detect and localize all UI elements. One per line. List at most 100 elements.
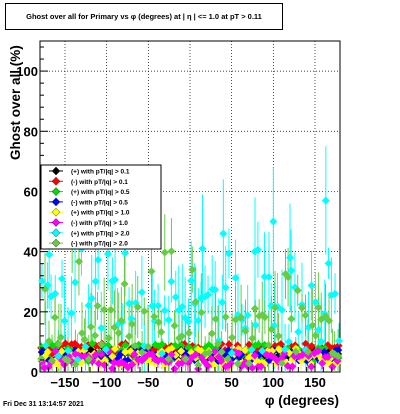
data-point — [205, 348, 214, 357]
data-point — [188, 265, 197, 274]
data-point — [158, 340, 167, 349]
data-point — [150, 312, 159, 321]
data-point — [264, 341, 273, 350]
data-point — [267, 325, 276, 334]
data-point — [54, 339, 63, 348]
data-point — [221, 312, 230, 321]
data-point — [335, 336, 344, 345]
data-point — [71, 360, 80, 369]
data-point — [160, 248, 169, 257]
data-point — [321, 196, 330, 205]
timestamp-footer: Fri Dec 31 13:14:57 2021 — [3, 401, 84, 408]
data-point — [91, 277, 100, 286]
data-point — [311, 298, 320, 307]
data-point — [103, 249, 112, 258]
data-point — [284, 273, 293, 282]
chart-title-box: Ghost over all for Primary vs φ (degrees… — [5, 3, 283, 30]
data-point — [307, 281, 316, 290]
data-point — [131, 341, 140, 350]
data-point — [328, 362, 337, 371]
data-point — [133, 303, 142, 312]
y-tick-label: 20 — [24, 305, 38, 320]
data-point — [250, 304, 259, 313]
data-point — [231, 273, 240, 282]
data-point — [164, 315, 173, 324]
data-point — [167, 344, 176, 353]
data-point — [43, 347, 52, 356]
data-point — [91, 331, 100, 340]
data-point — [301, 311, 310, 320]
data-point — [111, 275, 120, 284]
data-point — [233, 359, 242, 368]
data-point — [74, 257, 83, 266]
data-point — [108, 364, 117, 373]
data-point — [245, 359, 254, 368]
data-point — [277, 359, 286, 368]
data-point — [334, 352, 343, 361]
legend-marker — [51, 187, 61, 196]
legend-box — [40, 164, 162, 250]
data-point — [87, 294, 96, 303]
chart-title: Ghost over all for Primary vs φ (degrees… — [26, 12, 262, 21]
data-point — [114, 328, 123, 337]
data-point — [211, 285, 220, 294]
legend-label: (-) with pT/|q| > 0.1 — [71, 179, 128, 186]
data-point — [314, 303, 323, 312]
data-point — [64, 356, 73, 365]
data-point — [286, 253, 294, 262]
x-tick-label: 0 — [186, 375, 193, 390]
data-points — [37, 196, 344, 373]
legend-label: (-) with pT/|q| > 2.0 — [71, 241, 128, 248]
data-point — [167, 247, 176, 256]
x-tick-label: 50 — [224, 375, 238, 390]
data-point — [281, 345, 290, 354]
data-point — [194, 316, 203, 325]
data-point — [307, 362, 316, 371]
axes: 0 20 40 60 80 100 −150 −100 −50 0 50 100 150 — [16, 46, 341, 390]
data-point — [97, 350, 106, 359]
data-point — [221, 283, 230, 292]
data-point — [197, 308, 206, 317]
data-point — [243, 311, 252, 320]
data-point — [177, 347, 186, 356]
legend-marker — [51, 228, 61, 238]
data-point — [167, 277, 176, 286]
data-point — [84, 301, 93, 310]
data-point — [260, 272, 269, 281]
data-point — [311, 331, 320, 340]
data-point — [271, 303, 280, 312]
data-point — [127, 314, 136, 323]
legend-label: (+) with pT/|q| > 1.0 — [71, 210, 130, 217]
data-point — [224, 249, 233, 258]
data-point — [314, 325, 323, 334]
data-point — [298, 303, 307, 312]
data-point — [140, 307, 149, 316]
data-point — [218, 298, 227, 307]
x-tick-label: 150 — [304, 375, 326, 390]
data-point — [148, 350, 157, 359]
data-point — [88, 339, 97, 348]
data-point — [101, 345, 110, 354]
data-point — [37, 277, 46, 286]
data-point — [217, 348, 226, 357]
data-point — [110, 323, 119, 332]
data-point — [269, 217, 278, 226]
data-point — [181, 355, 190, 364]
data-point — [148, 301, 157, 310]
data-point — [154, 318, 163, 327]
legend-label: (+) with pT/|q| > 0.5 — [71, 189, 130, 196]
data-point — [147, 267, 156, 276]
data-point — [210, 347, 219, 356]
data-point — [301, 339, 310, 348]
data-point — [324, 259, 333, 268]
y-axis-label: Ghost over all (%) — [8, 45, 23, 160]
data-point — [333, 356, 342, 365]
legend-marker — [51, 207, 61, 217]
data-point — [144, 342, 153, 351]
data-point — [234, 349, 243, 358]
data-point — [198, 244, 207, 253]
data-point — [191, 297, 200, 306]
data-point — [71, 278, 80, 287]
data-point — [80, 335, 89, 344]
data-point — [191, 350, 200, 359]
